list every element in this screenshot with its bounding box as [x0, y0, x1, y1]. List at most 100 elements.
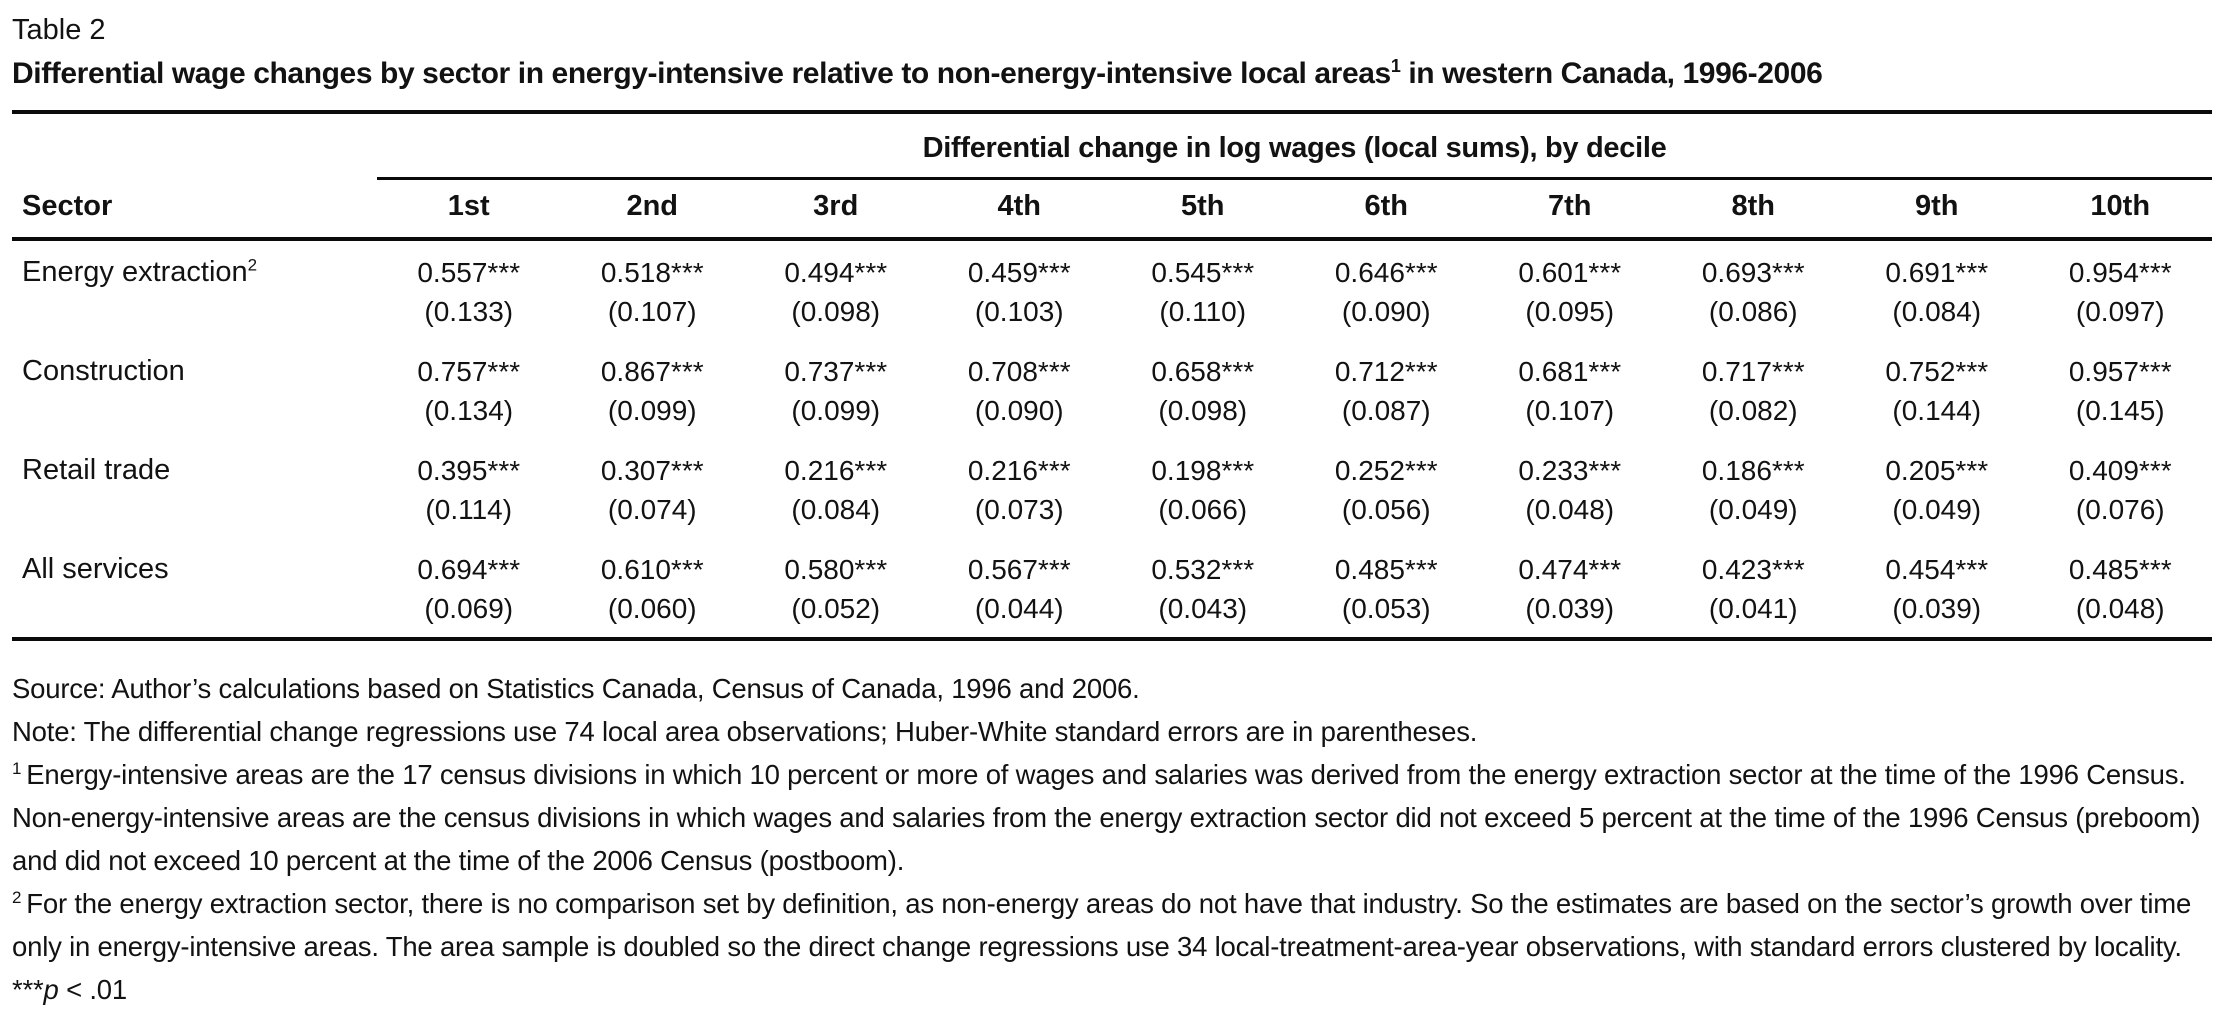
standard-error-value: (0.110) — [1159, 296, 1247, 327]
table-row: Construction 0.757*** (0.134) 0.867*** (0.09… — [12, 340, 2212, 439]
sector-column-header: Sector — [12, 178, 377, 241]
table-number-label: Table 2 — [12, 14, 106, 46]
sector-footnote-marker: 2 — [247, 255, 258, 275]
coefficient-value: 0.494*** — [784, 257, 888, 288]
footnotes: Source: Author’s calculations based on S… — [12, 667, 2212, 1011]
coefficient-value: 0.518*** — [600, 257, 704, 288]
coefficient-value: 0.646*** — [1334, 257, 1438, 288]
coefficient-value: 0.694*** — [417, 554, 521, 585]
estimate-cell: 0.954*** (0.097) — [2029, 239, 2213, 340]
estimate-cell: 0.532*** (0.043) — [1111, 538, 1295, 639]
standard-error-value: (0.069) — [424, 593, 514, 624]
estimate-cell: 0.580*** (0.052) — [744, 538, 928, 639]
footnote-2: 2 For the energy extraction sector, there… — [12, 882, 2212, 968]
significance-stars: *** — [12, 974, 44, 1005]
standard-error-value: (0.107) — [1525, 395, 1615, 426]
standard-error-value: (0.039) — [1892, 593, 1982, 624]
estimate-cell: 0.459*** (0.103) — [928, 239, 1112, 340]
column-header-4th: 4th — [927, 178, 1111, 241]
sector-label: Construction — [22, 355, 185, 387]
estimate-cell: 0.691*** (0.084) — [1845, 239, 2029, 340]
estimate-cell: 0.708*** (0.090) — [928, 340, 1112, 439]
column-header-row: Sector 1st 2nd 3rd 4th 5th 6th 7th 8th 9… — [12, 178, 2212, 241]
estimate-cell: 0.205*** (0.049) — [1845, 439, 2029, 538]
estimate-cell: 0.395*** (0.114) — [377, 439, 561, 538]
estimate-cell: 0.216*** (0.073) — [928, 439, 1112, 538]
coefficient-value: 0.693*** — [1701, 257, 1805, 288]
estimate-cell: 0.567*** (0.044) — [928, 538, 1112, 639]
significance-threshold: < .01 — [58, 974, 127, 1005]
coefficient-value: 0.580*** — [784, 554, 888, 585]
standard-error-value: (0.049) — [1892, 494, 1982, 525]
coefficient-value: 0.691*** — [1885, 257, 1989, 288]
column-header-2nd: 2nd — [560, 178, 744, 241]
coefficient-value: 0.186*** — [1701, 455, 1805, 486]
estimate-cell: 0.717*** (0.082) — [1662, 340, 1846, 439]
standard-error-value: (0.095) — [1525, 296, 1615, 327]
coefficient-value: 0.532*** — [1151, 554, 1255, 585]
sector-label: Retail trade — [22, 454, 171, 486]
significance-note: ***p < .01 — [12, 968, 2212, 1011]
standard-error-value: (0.043) — [1158, 593, 1248, 624]
estimate-cell: 0.752*** (0.144) — [1845, 340, 2029, 439]
coefficient-value: 0.567*** — [967, 554, 1071, 585]
standard-error-value: (0.056) — [1341, 494, 1431, 525]
standard-error-value: (0.145) — [2075, 395, 2165, 426]
standard-error-value: (0.048) — [2075, 593, 2165, 624]
coefficient-value: 0.252*** — [1334, 455, 1438, 486]
standard-error-value: (0.114) — [425, 494, 513, 525]
standard-error-value: (0.099) — [607, 395, 697, 426]
footnote-2-text: For the energy extraction sector, there … — [12, 888, 2192, 962]
estimate-cell: 0.216*** (0.084) — [744, 439, 928, 538]
estimate-cell: 0.557*** (0.133) — [377, 239, 561, 340]
standard-error-value: (0.073) — [974, 494, 1064, 525]
column-group-header: Differential change in log wages (local … — [377, 112, 2212, 180]
standard-error-value: (0.052) — [791, 593, 881, 624]
table-body: Energy extraction2 0.557*** (0.133) 0.518**… — [12, 239, 2212, 639]
standard-error-value: (0.053) — [1341, 593, 1431, 624]
footnote-1-marker: 1 — [12, 758, 22, 778]
estimate-cell: 0.409*** (0.076) — [2029, 439, 2213, 538]
coefficient-value: 0.409*** — [2068, 455, 2172, 486]
estimate-cell: 0.474*** (0.039) — [1478, 538, 1662, 639]
estimate-cell: 0.545*** (0.110) — [1111, 239, 1295, 340]
significance-variable: p — [43, 974, 59, 1005]
spanner-row: Differential change in log wages (local … — [12, 112, 2212, 180]
coefficient-value: 0.198*** — [1151, 455, 1255, 486]
title-footnote-marker: 1 — [1390, 56, 1401, 76]
estimate-cell: 0.658*** (0.098) — [1111, 340, 1295, 439]
coefficient-value: 0.658*** — [1151, 356, 1255, 387]
coefficient-value: 0.712*** — [1334, 356, 1438, 387]
method-note: Note: The differential change regression… — [12, 716, 1478, 747]
column-header-10th: 10th — [2028, 178, 2212, 241]
table-row: All services 0.694*** (0.069) 0.610*** (0.06… — [12, 538, 2212, 639]
coefficient-value: 0.867*** — [600, 356, 704, 387]
standard-error-value: (0.048) — [1525, 494, 1615, 525]
coefficient-value: 0.545*** — [1151, 257, 1255, 288]
estimate-cell: 0.694*** (0.069) — [377, 538, 561, 639]
footnote-2-marker: 2 — [12, 887, 22, 907]
coefficient-value: 0.681*** — [1518, 356, 1622, 387]
results-table: Differential change in log wages (local … — [12, 110, 2212, 641]
standard-error-value: (0.076) — [2075, 494, 2165, 525]
spanner-spacer — [12, 112, 377, 179]
estimate-cell: 0.233*** (0.048) — [1478, 439, 1662, 538]
table-row: Energy extraction2 0.557*** (0.133) 0.518**… — [12, 239, 2212, 340]
estimate-cell: 0.737*** (0.099) — [744, 340, 928, 439]
coefficient-value: 0.757*** — [417, 356, 521, 387]
standard-error-value: (0.049) — [1708, 494, 1798, 525]
standard-error-value: (0.041) — [1708, 593, 1798, 624]
coefficient-value: 0.233*** — [1518, 455, 1622, 486]
standard-error-value: (0.082) — [1708, 395, 1798, 426]
column-header-7th: 7th — [1478, 178, 1662, 241]
estimate-cell: 0.610*** (0.060) — [561, 538, 745, 639]
estimate-cell: 0.252*** (0.056) — [1295, 439, 1479, 538]
coefficient-value: 0.423*** — [1701, 554, 1805, 585]
estimate-cell: 0.646*** (0.090) — [1295, 239, 1479, 340]
estimate-cell: 0.957*** (0.145) — [2029, 340, 2213, 439]
standard-error-value: (0.090) — [1341, 296, 1431, 327]
standard-error-value: (0.107) — [607, 296, 697, 327]
table-row: Retail trade 0.395*** (0.114) 0.307*** (0.07… — [12, 439, 2212, 538]
column-header-5th: 5th — [1111, 178, 1295, 241]
coefficient-value: 0.205*** — [1885, 455, 1989, 486]
